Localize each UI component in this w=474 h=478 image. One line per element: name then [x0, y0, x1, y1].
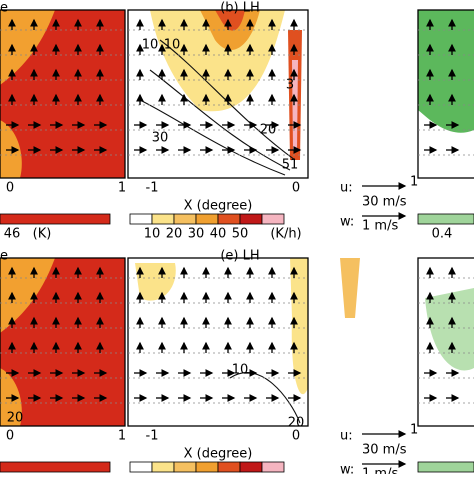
axes [0, 257, 126, 427]
colorbar-cell [217, 461, 241, 473]
colorbar-cell [217, 213, 241, 225]
colorbar-cell [195, 213, 219, 225]
axes [127, 9, 309, 179]
field [150, 10, 285, 112]
x-tick-label: 1 [118, 429, 126, 444]
colorbar-cell [151, 461, 175, 473]
axes [417, 257, 474, 427]
colorbar-cell [261, 461, 285, 473]
contour-label: 10 [164, 38, 181, 53]
legend-w-scale: 1 m/s [362, 467, 398, 475]
colorbar [417, 461, 474, 473]
contour [139, 99, 286, 176]
field [418, 10, 474, 133]
contour-label: 3 [286, 78, 294, 93]
contour-label: 10 [232, 363, 249, 378]
colorbar-cell [129, 213, 153, 225]
x-tick-label: 0 [6, 429, 14, 444]
panel-title: (e) LH [220, 249, 259, 264]
colorbar-cell [173, 213, 197, 225]
colorbar-label: (K/h) [270, 227, 301, 242]
x-axis-label: X (degree) [184, 447, 253, 462]
x-tick-label: 0 [6, 181, 14, 196]
field [340, 258, 360, 318]
field [0, 368, 22, 426]
contour [149, 69, 291, 171]
axes [0, 9, 126, 179]
contour-label: 20 [7, 411, 24, 426]
x-tick-label: -1 [146, 181, 159, 196]
x-axis-label: X (degree) [184, 199, 253, 214]
panel-title: (b) LH [220, 1, 260, 16]
contour-label: 20 [260, 123, 277, 138]
colorbar-label: 46 [4, 227, 21, 242]
legend-w: w: [340, 463, 354, 475]
x-tick-label: 0 [292, 429, 300, 444]
colorbar-cell [239, 461, 263, 473]
colorbar [0, 213, 111, 225]
colorbar-cell [173, 461, 197, 473]
colorbar [417, 213, 474, 225]
contour-label: 20 [288, 416, 305, 431]
legend-u: u: [340, 181, 353, 196]
panel-label-fragment: e [0, 249, 8, 264]
legend-tick: 1 [410, 423, 418, 438]
x-tick-label: 1 [118, 181, 126, 196]
axes [127, 257, 309, 427]
legend-tick: 1 [410, 175, 418, 190]
colorbar-label: 0.4 [432, 227, 453, 242]
legend-w: w: [340, 215, 354, 230]
field [425, 288, 474, 371]
colorbar-cell [239, 213, 263, 225]
colorbar-label: 20 [166, 227, 183, 242]
colorbar-cell [129, 461, 153, 473]
field [0, 10, 55, 85]
colorbar-label: (K) [33, 227, 52, 242]
legend-u-scale: 30 m/s [362, 195, 407, 210]
colorbar-cell [151, 213, 175, 225]
axes [417, 9, 474, 179]
x-tick-label: 0 [292, 181, 300, 196]
colorbar-label: 10 [144, 227, 161, 242]
contour-label: 30 [152, 131, 169, 146]
colorbar-label: 50 [232, 227, 249, 242]
legend-u: u: [340, 429, 353, 444]
colorbar [0, 461, 111, 473]
field [0, 258, 55, 333]
legend-w-scale: 1 m/s [362, 219, 398, 234]
field [0, 120, 22, 178]
colorbar-label: 30 [188, 227, 205, 242]
colorbar-cell [261, 213, 285, 225]
contour [229, 372, 301, 424]
legend-u-scale: 30 m/s [362, 443, 407, 458]
contour-label: 51 [282, 158, 299, 173]
x-tick-label: -1 [146, 429, 159, 444]
contour-label: 10 [142, 38, 159, 53]
colorbar-cell [195, 461, 219, 473]
colorbar-label: 40 [210, 227, 227, 242]
contour [159, 39, 296, 161]
panel-label-fragment: e [0, 1, 8, 16]
